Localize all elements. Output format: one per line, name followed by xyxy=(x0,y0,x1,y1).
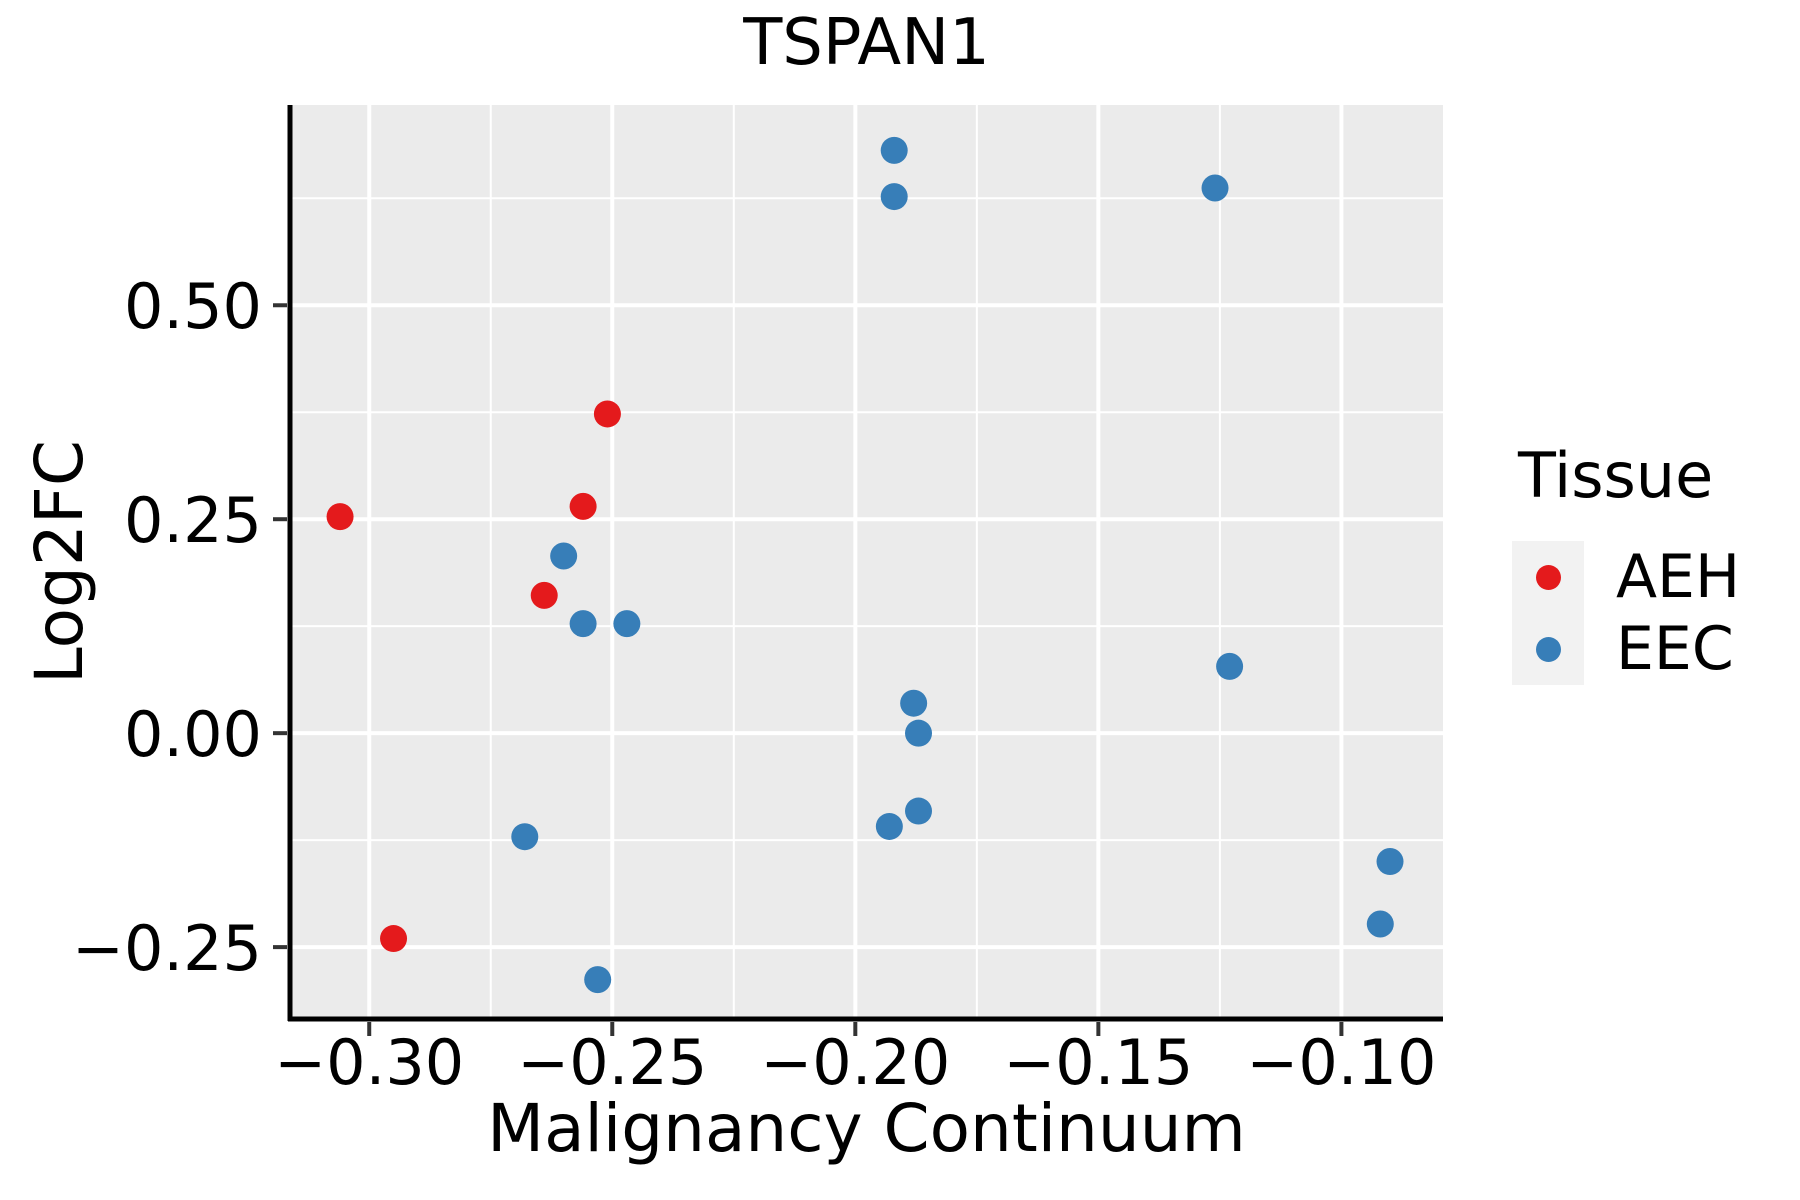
data-point-EEC xyxy=(1216,652,1244,680)
x-tick-label: −0.10 xyxy=(1246,1026,1437,1099)
data-point-EEC xyxy=(569,610,597,638)
legend-key-dot-EEC xyxy=(1535,636,1561,662)
x-tick-label: −0.20 xyxy=(760,1026,951,1099)
data-point-EEC xyxy=(880,183,908,211)
data-point-EEC xyxy=(905,797,933,825)
data-point-AEH xyxy=(593,400,621,428)
data-point-AEH xyxy=(326,503,354,531)
y-tick-label: 0.50 xyxy=(123,270,262,344)
x-tick-label: −0.25 xyxy=(517,1026,708,1099)
data-point-EEC xyxy=(584,966,612,994)
x-axis-title: Malignancy Continuum xyxy=(487,1090,1246,1167)
chart-title: TSPAN1 xyxy=(743,6,990,80)
data-point-EEC xyxy=(1366,910,1394,938)
data-point-AEH xyxy=(569,492,597,520)
data-point-EEC xyxy=(875,812,903,840)
data-point-AEH xyxy=(530,581,558,609)
data-point-EEC xyxy=(905,719,933,747)
legend-key-label-EEC: EEC xyxy=(1616,614,1734,684)
x-tick-label: −0.15 xyxy=(1003,1026,1194,1099)
data-point-EEC xyxy=(1201,174,1229,202)
data-point-EEC xyxy=(511,823,539,851)
data-point-AEH xyxy=(380,925,408,953)
legend-key-dot-AEH xyxy=(1535,564,1561,590)
data-point-EEC xyxy=(900,689,928,717)
y-tick-label: 0.00 xyxy=(123,698,262,772)
legend-title: Tissue xyxy=(1518,439,1714,512)
data-point-EEC xyxy=(550,542,578,570)
y-tick-label: 0.25 xyxy=(123,484,262,558)
data-point-EEC xyxy=(1376,848,1404,876)
legend-key-label-AEH: AEH xyxy=(1616,542,1741,612)
data-point-EEC xyxy=(613,610,641,638)
x-tick-label: −0.30 xyxy=(274,1026,465,1099)
y-tick-label: −0.25 xyxy=(72,912,262,986)
data-point-EEC xyxy=(880,136,908,164)
panel-background xyxy=(290,105,1443,1019)
